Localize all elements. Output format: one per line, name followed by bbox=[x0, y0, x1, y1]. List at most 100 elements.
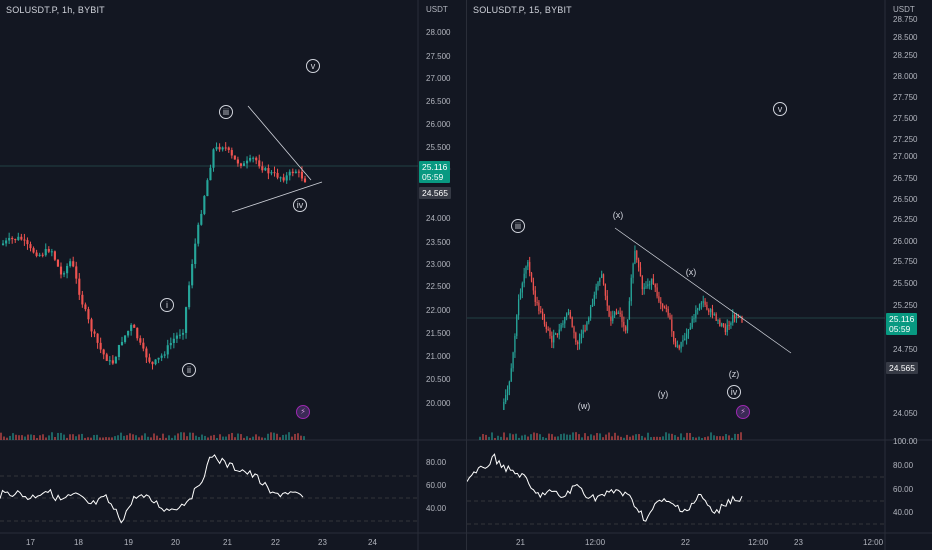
candle-body bbox=[78, 278, 81, 295]
candle-body bbox=[530, 272, 533, 282]
volume-bar bbox=[641, 435, 643, 440]
volume-bar bbox=[0, 432, 2, 440]
candle-body bbox=[700, 302, 703, 305]
candle-body bbox=[628, 301, 631, 320]
price-tick: 26.750 bbox=[893, 174, 918, 183]
candle-body bbox=[706, 304, 708, 310]
candle-body bbox=[56, 259, 60, 267]
candle-body bbox=[5, 240, 8, 244]
candle-body bbox=[75, 266, 78, 279]
volume-bar bbox=[482, 434, 484, 440]
candle-body bbox=[626, 319, 629, 331]
volume-bar bbox=[542, 436, 544, 440]
wave-label-v-circle bbox=[306, 59, 320, 73]
volume-bar bbox=[201, 434, 203, 440]
candle-body bbox=[547, 329, 549, 331]
candle-body bbox=[221, 147, 224, 150]
candle-body bbox=[50, 251, 53, 253]
volume-bar bbox=[599, 433, 601, 440]
chart-panel-1h[interactable]: i ii iii iv v SOLUSDT.P, 1h, BYBIT USDT 28.0… bbox=[0, 0, 466, 550]
volume-bar bbox=[692, 436, 694, 440]
candle-body bbox=[184, 307, 188, 333]
wave-label-ii-circle bbox=[182, 363, 196, 377]
candle-body bbox=[610, 316, 612, 321]
candle-body bbox=[534, 290, 536, 302]
volume-bar bbox=[662, 436, 664, 440]
candle-body bbox=[593, 294, 595, 305]
volume-bar bbox=[722, 436, 724, 440]
candle-body bbox=[569, 312, 571, 318]
volume-bar bbox=[153, 433, 155, 440]
wave-label-iv-circle bbox=[293, 198, 307, 212]
rsi-tick: 80.00 bbox=[893, 461, 914, 470]
volume-bar bbox=[509, 433, 511, 440]
candle-body bbox=[270, 172, 273, 174]
candle-body bbox=[291, 171, 294, 174]
candle-body bbox=[567, 312, 570, 314]
candle-body bbox=[203, 196, 206, 214]
volume-bar bbox=[515, 433, 517, 440]
candle-body bbox=[178, 334, 182, 336]
candle-body bbox=[258, 160, 261, 167]
candle-body bbox=[206, 180, 209, 197]
lightning-icon[interactable]: ⚡ bbox=[736, 405, 750, 419]
volume-bar bbox=[578, 434, 580, 440]
candle-body bbox=[584, 330, 586, 332]
volume-bar bbox=[734, 433, 736, 440]
volume-bar bbox=[243, 437, 245, 440]
volume-bar bbox=[3, 436, 5, 440]
wave-label-iii-circle bbox=[511, 219, 525, 233]
candle-body bbox=[527, 262, 529, 267]
volume-bar bbox=[569, 434, 571, 440]
chart-canvas-15m[interactable]: iii (x) (w) (x) (y) (z) iv v bbox=[467, 0, 932, 550]
volume-bar bbox=[246, 436, 248, 440]
chart-panel-15m[interactable]: iii (x) (w) (x) (y) (z) iv v SOLUSDT.P, 15, BYB… bbox=[466, 0, 932, 550]
time-tick: 21 bbox=[516, 538, 525, 547]
volume-bar bbox=[36, 437, 38, 440]
volume-bar bbox=[150, 437, 152, 440]
volume-bar bbox=[138, 437, 140, 440]
volume-bar bbox=[491, 432, 493, 440]
candle-body bbox=[599, 277, 601, 283]
candle-body bbox=[704, 301, 706, 305]
candle-body bbox=[538, 302, 540, 312]
candle-body bbox=[233, 155, 236, 160]
candle-body bbox=[554, 333, 557, 335]
volume-bar bbox=[279, 437, 281, 440]
candle-body bbox=[26, 240, 29, 245]
price-tick: 23.000 bbox=[426, 260, 451, 269]
candle-body bbox=[516, 315, 518, 336]
candle-body bbox=[717, 320, 719, 322]
volume-bar bbox=[189, 432, 191, 440]
volume-bar bbox=[665, 432, 667, 440]
volume-bar bbox=[9, 435, 11, 440]
volume-bar bbox=[81, 433, 83, 440]
candle-body bbox=[519, 292, 522, 300]
wave-label-v: v bbox=[778, 104, 783, 114]
volume-bar bbox=[536, 433, 538, 440]
volume-bar bbox=[162, 433, 164, 440]
volume-bar bbox=[530, 434, 532, 440]
candle-body bbox=[578, 339, 581, 345]
volume-bar bbox=[213, 434, 215, 440]
volume-bar bbox=[644, 437, 646, 440]
candle-body bbox=[53, 251, 56, 260]
volume-bar bbox=[623, 437, 625, 440]
volume-bar bbox=[671, 433, 673, 440]
lightning-icon[interactable]: ⚡ bbox=[296, 405, 310, 419]
price-tick: 25.750 bbox=[893, 257, 918, 266]
candle-body bbox=[120, 341, 124, 345]
volume-bar bbox=[141, 435, 143, 440]
rsi-line bbox=[467, 453, 743, 522]
rsi-tick: 40.00 bbox=[426, 504, 447, 513]
volume-bar bbox=[503, 432, 505, 440]
wave-label-i-circle bbox=[160, 298, 174, 312]
candle-body bbox=[41, 254, 44, 256]
prev-price-tag: 24.565 bbox=[886, 362, 918, 374]
candle-body bbox=[224, 147, 227, 149]
candle-body bbox=[580, 333, 583, 340]
candle-body bbox=[252, 157, 255, 159]
candle-body bbox=[617, 312, 619, 314]
candle-body bbox=[209, 167, 212, 181]
